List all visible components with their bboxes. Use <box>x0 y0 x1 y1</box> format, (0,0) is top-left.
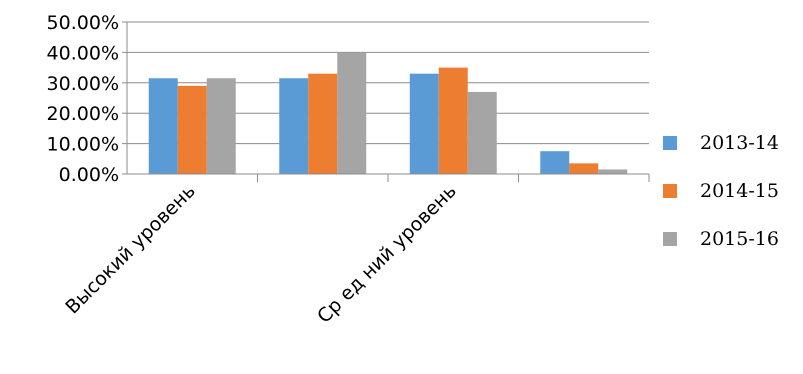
bar-2014-15-1 <box>308 73 338 174</box>
legend-label: 2013-14 <box>700 132 779 154</box>
bar-2013-14-0 <box>148 78 178 174</box>
category-label: Высокий уровень <box>61 180 199 318</box>
bar-2014-15-3 <box>569 163 599 174</box>
y-tick-labels: 0.00% 10.00% 20.00% 30.00% 40.00% 50.00% <box>47 12 119 186</box>
y-tick-label: 30.00% <box>47 73 119 95</box>
bar-2014-15-2 <box>438 67 468 174</box>
bar-2013-14-1 <box>279 78 309 174</box>
category-label: Ср ед ний уровень <box>313 180 461 328</box>
bar-2014-15-0 <box>177 85 207 174</box>
legend-label: 2015-16 <box>700 228 779 250</box>
category-labels: Высокий уровень Ср ед ний уровень <box>61 180 460 328</box>
y-tick-label: 0.00% <box>59 164 119 186</box>
axes <box>122 21 650 182</box>
bar-2015-16-2 <box>467 91 497 174</box>
bar-2013-14-2 <box>409 73 439 174</box>
bars <box>148 52 628 174</box>
bar-2015-16-3 <box>598 169 628 174</box>
legend-swatch <box>663 184 677 198</box>
legend-swatch <box>663 136 677 150</box>
bar-2015-16-1 <box>337 52 367 174</box>
legend: 2013-14 2014-15 2015-16 <box>663 132 779 250</box>
y-tick-label: 10.00% <box>47 134 119 156</box>
y-tick-label: 40.00% <box>47 42 119 64</box>
y-tick-label: 50.00% <box>47 12 119 34</box>
legend-swatch <box>663 232 677 246</box>
bar-2015-16-0 <box>206 78 236 174</box>
bar-2013-14-3 <box>540 151 570 174</box>
legend-label: 2014-15 <box>700 180 779 202</box>
y-tick-label: 20.00% <box>47 103 119 125</box>
